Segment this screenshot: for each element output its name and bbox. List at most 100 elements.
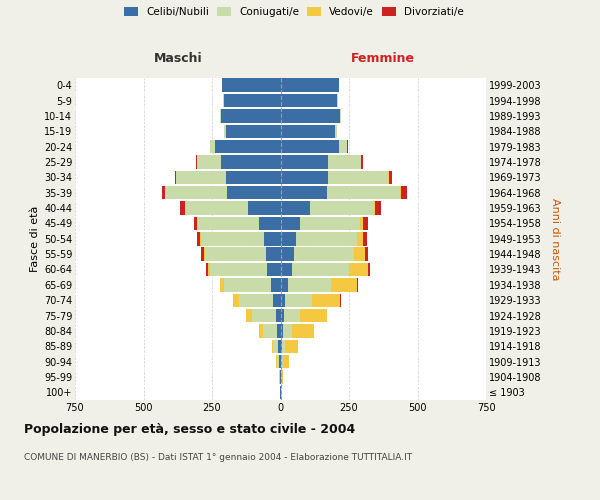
Bar [281, 278, 356, 291]
Legend: Celibi/Nubili, Coniugati/e, Vedovi/e, Divorziati/e: Celibi/Nubili, Coniugati/e, Vedovi/e, Di… [122, 5, 466, 20]
Bar [220, 278, 281, 291]
Text: COMUNE DI MANERBIO (BS) - Dati ISTAT 1° gennaio 2004 - Elaborazione TUTTITALIA.I: COMUNE DI MANERBIO (BS) - Dati ISTAT 1° … [24, 452, 412, 462]
Bar [281, 262, 349, 276]
Text: Maschi: Maschi [154, 52, 202, 64]
Bar [281, 248, 365, 261]
Bar [281, 232, 357, 245]
Bar [239, 294, 281, 307]
Bar [281, 294, 340, 307]
Bar [180, 202, 281, 215]
Bar [204, 248, 281, 261]
Bar [281, 202, 382, 215]
Bar [281, 248, 355, 261]
Bar [196, 155, 281, 168]
Bar [281, 186, 407, 200]
Bar [224, 278, 281, 291]
Bar [281, 170, 328, 184]
Bar [281, 124, 337, 138]
Bar [281, 216, 368, 230]
Bar [211, 262, 281, 276]
Bar [281, 109, 341, 122]
Bar [281, 355, 289, 368]
Bar [220, 109, 281, 122]
Bar [221, 155, 281, 168]
Bar [278, 340, 281, 353]
Bar [259, 216, 281, 230]
Bar [246, 309, 281, 322]
Bar [201, 248, 281, 261]
Bar [281, 202, 310, 215]
Bar [276, 355, 281, 368]
Bar [200, 232, 281, 245]
Bar [281, 140, 348, 153]
Bar [211, 140, 281, 153]
Bar [281, 262, 368, 276]
Bar [281, 248, 293, 261]
Bar [224, 94, 281, 108]
Bar [263, 324, 281, 338]
Bar [166, 186, 281, 200]
Bar [281, 170, 392, 184]
Bar [197, 232, 281, 245]
Bar [281, 216, 363, 230]
Bar [281, 216, 360, 230]
Bar [281, 262, 370, 276]
Bar [281, 155, 361, 168]
Bar [208, 262, 281, 276]
Bar [175, 170, 281, 184]
Bar [263, 232, 281, 245]
Bar [281, 94, 338, 108]
Bar [281, 232, 367, 245]
Bar [281, 140, 338, 153]
Bar [176, 170, 281, 184]
Bar [248, 202, 281, 215]
Text: Popolazione per età, sesso e stato civile - 2004: Popolazione per età, sesso e stato civil… [24, 422, 355, 436]
Bar [281, 309, 327, 322]
Bar [199, 216, 281, 230]
Y-axis label: Fasce di età: Fasce di età [29, 206, 40, 272]
Bar [281, 309, 326, 322]
Bar [279, 355, 281, 368]
Bar [272, 340, 281, 353]
Bar [281, 186, 326, 200]
Bar [279, 370, 281, 384]
Bar [185, 202, 281, 215]
Bar [275, 309, 281, 322]
Bar [281, 309, 284, 322]
Bar [281, 202, 376, 215]
Bar [281, 78, 339, 92]
Bar [281, 309, 299, 322]
Bar [201, 232, 281, 245]
Bar [274, 340, 281, 353]
Y-axis label: Anni di nascita: Anni di nascita [550, 198, 560, 280]
Bar [281, 202, 374, 215]
Bar [220, 278, 281, 291]
Bar [197, 216, 281, 230]
Bar [281, 232, 363, 245]
Bar [215, 140, 281, 153]
Bar [210, 140, 281, 153]
Bar [281, 155, 363, 168]
Bar [165, 186, 281, 200]
Bar [277, 355, 281, 368]
Bar [259, 324, 281, 338]
Text: Femmine: Femmine [351, 52, 415, 64]
Bar [281, 216, 300, 230]
Bar [281, 124, 335, 138]
Bar [281, 155, 328, 168]
Bar [281, 370, 283, 384]
Bar [281, 278, 331, 291]
Bar [281, 340, 282, 353]
Bar [222, 78, 281, 92]
Bar [233, 294, 281, 307]
Bar [280, 370, 281, 384]
Bar [281, 355, 283, 368]
Bar [281, 324, 292, 338]
Bar [233, 294, 281, 307]
Bar [281, 186, 400, 200]
Bar [281, 186, 401, 200]
Bar [281, 324, 283, 338]
Bar [197, 155, 281, 168]
Bar [227, 186, 281, 200]
Bar [281, 340, 284, 353]
